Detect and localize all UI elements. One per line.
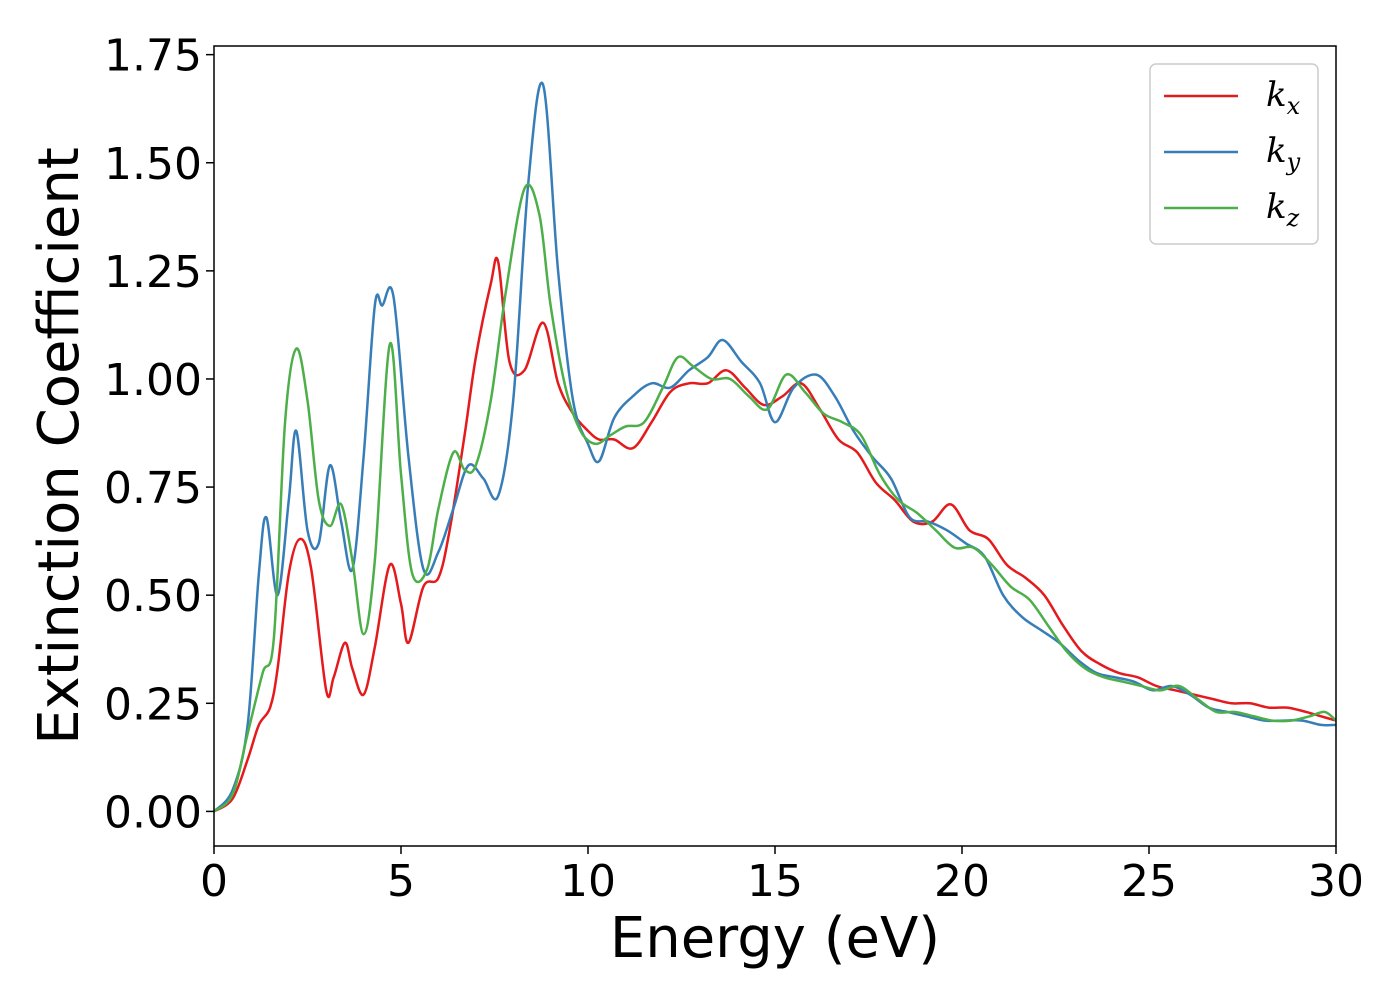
legend-subscript: x <box>1287 92 1301 120</box>
x-axis: 0 5 10 15 20 25 30 <box>200 846 1364 907</box>
y-tick-label: 0.00 <box>104 787 202 838</box>
x-tick-label: 25 <box>1121 856 1177 907</box>
series-line-ky <box>213 81 1337 813</box>
y-tick-label: 0.50 <box>104 571 202 622</box>
series-line-kx <box>213 256 1337 813</box>
y-tick-label: 0.25 <box>104 679 202 730</box>
x-tick-label: 0 <box>200 856 228 907</box>
x-tick-label: 20 <box>934 856 990 907</box>
legend-subscript: z <box>1286 204 1300 232</box>
legend-label: ky <box>1266 131 1301 176</box>
y-tick-label: 1.50 <box>104 139 202 190</box>
y-tick-label: 1.25 <box>104 247 202 298</box>
y-axis-title: Extinction Coefficient <box>27 147 92 745</box>
y-tick-label: 1.75 <box>104 31 202 82</box>
y-axis: 0.00 0.25 0.50 0.75 1.00 1.25 1.50 1.75 <box>104 31 214 838</box>
y-tick-label: 1.00 <box>104 355 202 406</box>
x-tick-label: 30 <box>1308 856 1364 907</box>
x-tick-label: 10 <box>560 856 616 907</box>
legend-frame <box>1149 63 1319 245</box>
x-tick-label: 5 <box>387 856 415 907</box>
x-tick-label: 15 <box>747 856 803 907</box>
legend-subscript: y <box>1286 148 1301 176</box>
plot-background <box>214 46 1336 846</box>
x-axis-title: Energy (eV) <box>610 906 940 971</box>
series-layer <box>213 81 1337 813</box>
series-line-kz <box>213 183 1337 813</box>
y-tick-label: 0.75 <box>104 463 202 514</box>
